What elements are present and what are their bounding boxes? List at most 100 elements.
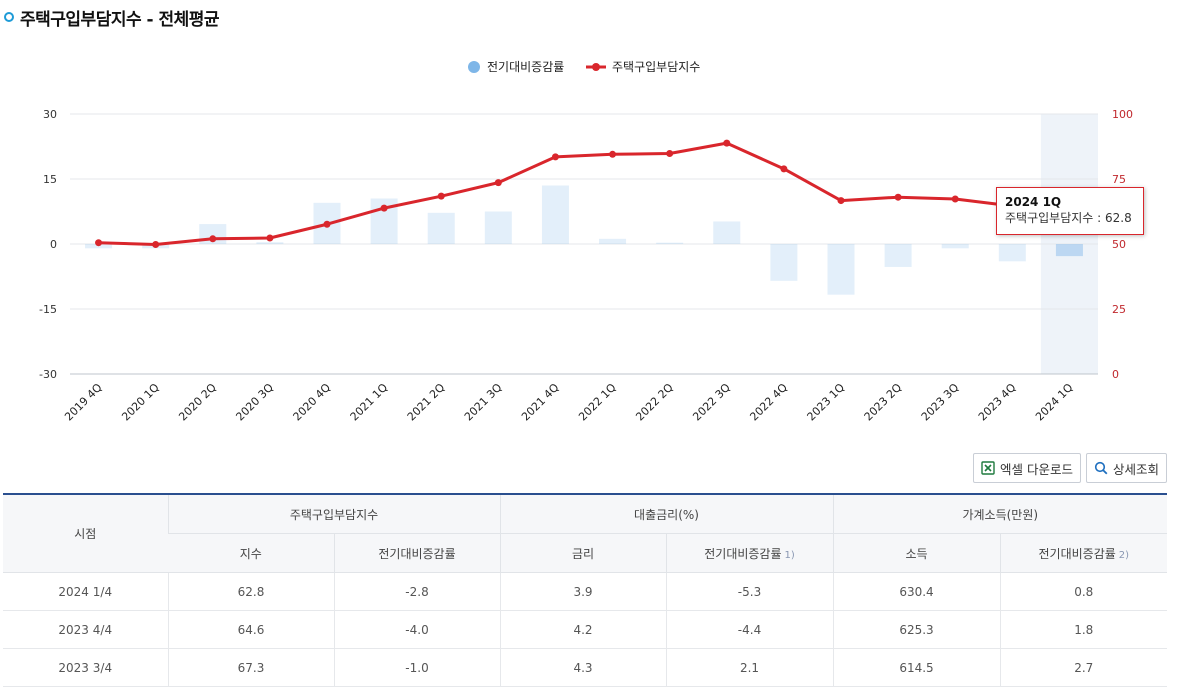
line-point [609,150,617,158]
cell-income-change: 2.7 [999,648,1168,687]
line-point [152,241,160,249]
x-axis-tick-label: 2021 1Q [348,381,391,424]
right-axis-tick-label: 25 [1112,303,1126,316]
cell-index-change: -4.0 [333,610,501,649]
cell-rate: 4.2 [499,610,667,649]
left-axis-tick-label: 15 [43,173,57,186]
line-point [266,234,274,242]
x-axis-tick-label: 2024 1Q [1033,381,1076,424]
line-point [666,150,674,158]
right-axis-tick-label: 75 [1112,173,1126,186]
x-axis-tick-label: 2021 2Q [405,381,448,424]
footnote-1: 1) [784,549,795,561]
subheader-income-change: 전기대비증감률 2) [999,533,1168,573]
page-title-row: 주택구입부담지수 - 전체평균 [4,5,220,30]
legend-line-label: 주택구입부담지수 [612,60,700,74]
tooltip-title: 2024 1Q [1005,195,1062,209]
cell-rate: 4.3 [499,648,667,687]
chart-area: 30 15 0 -15 -30 100 75 50 25 0 2019 4Q 2020 1Q 2020 … [0,40,1178,460]
header-time: 시점 [3,493,168,573]
excel-download-button[interactable]: 엑셀 다운로드 [973,453,1081,483]
tooltip-value: 주택구입부담지수 : 62.8 [1005,211,1132,225]
detail-view-label: 상세조회 [1112,461,1159,477]
subheader-rate-change-label: 전기대비증감률 [704,546,782,561]
bar [599,238,627,244]
search-icon [1094,461,1108,475]
x-axis-tick-label: 2023 3Q [919,381,962,424]
bar [827,244,855,295]
cell-rate-change: -5.3 [665,572,834,611]
bar [541,185,569,244]
line-point [551,153,559,161]
table-header-row: 시점 주택구입부담지수 대출금리(%) 가계소득(만원) [3,493,1168,573]
left-axis-tick-label: 30 [43,108,57,121]
x-axis-tick-label: 2020 1Q [119,381,162,424]
cell-income: 625.3 [832,610,1001,649]
combo-chart: 30 15 0 -15 -30 100 75 50 25 0 2019 4Q 2020 1Q 2020 … [39,60,1133,424]
subheader-index: 지수 [168,533,334,573]
x-axis-tick-label: 2021 4Q [519,381,562,424]
subheader-rate: 금리 [499,533,667,573]
subheader-index-change: 전기대비증감률 [333,533,501,573]
header-group-rate: 대출금리(%) [499,493,834,534]
cell-income-change: 1.8 [999,610,1168,649]
x-axis-tick-label: 2021 3Q [462,381,505,424]
line-point [837,197,845,205]
line-point [494,179,502,187]
x-axis-tick-label: 2022 4Q [747,381,790,424]
legend-line-marker [592,63,600,71]
right-axis-tick-label: 0 [1112,368,1119,381]
right-axis-tick-label: 50 [1112,238,1126,251]
subheader-income-change-label: 전기대비증감률 [1038,546,1116,561]
bar [713,221,741,244]
x-axis-tick-label: 2023 2Q [862,381,905,424]
line-point [894,193,902,201]
table-row: 2024 1/4 62.8 -2.8 3.9 -5.3 630.4 0.8 [3,572,1168,611]
cell-index: 64.6 [167,610,334,649]
table-row: 2023 3/4 67.3 -1.0 4.3 2.1 614.5 2.7 [3,648,1168,687]
line-point [437,192,445,200]
subheader-income: 소득 [832,533,1001,573]
data-table: 시점 주택구입부담지수 대출금리(%) 가계소득(만원) 지수 전기대비증감률 … [3,493,1168,687]
cell-income-change: 0.8 [999,572,1168,611]
table-row: 2023 4/4 64.6 -4.0 4.2 -4.4 625.3 1.8 [3,610,1168,649]
subheader-rate-change: 전기대비증감률 1) [665,533,834,573]
cell-index-change: -2.8 [333,572,501,611]
line-point [780,165,788,173]
legend-bar-label: 전기대비증감률 [487,60,564,74]
left-axis-tick-label: -15 [39,303,57,316]
footnote-2: 2) [1118,549,1130,561]
cell-rate-change: 2.1 [665,648,834,687]
bar [1055,244,1083,257]
x-axis-tick-label: 2023 1Q [805,381,848,424]
cell-rate: 3.9 [499,572,667,611]
bar [998,244,1026,262]
bar [770,244,798,281]
cell-rate-change: -4.4 [665,610,834,649]
cell-time: 2023 3/4 [3,648,168,687]
line-point [723,139,731,147]
left-axis-tick-label: 0 [50,238,57,251]
bar [256,242,284,244]
line-point [323,220,331,228]
detail-view-button[interactable]: 상세조회 [1085,453,1167,483]
page-title: 주택구입부담지수 - 전체평균 [20,9,220,30]
cell-time: 2023 4/4 [3,610,168,649]
cell-index: 62.8 [167,572,334,611]
bar [884,244,912,267]
cell-index-change: -1.0 [333,648,501,687]
line-point [951,195,959,203]
x-axis-tick-label: 2020 4Q [291,381,334,424]
x-axis-tick-label: 2020 2Q [176,381,219,424]
left-axis-tick-label: -30 [39,368,57,381]
excel-icon [981,461,995,475]
chart-tooltip: 2024 1Q 주택구입부담지수 : 62.8 [996,187,1144,235]
cell-income: 614.5 [832,648,1001,687]
cell-index: 67.3 [167,648,334,687]
bar [941,244,969,249]
table-subheader-row: 지수 전기대비증감률 금리 전기대비증감률 1) 소득 전기대비증감률 2) [3,533,1168,573]
bar [656,242,684,244]
excel-download-label: 엑셀 다운로드 [1000,461,1073,477]
line-point [380,204,388,212]
x-axis-tick-label: 2022 2Q [633,381,676,424]
